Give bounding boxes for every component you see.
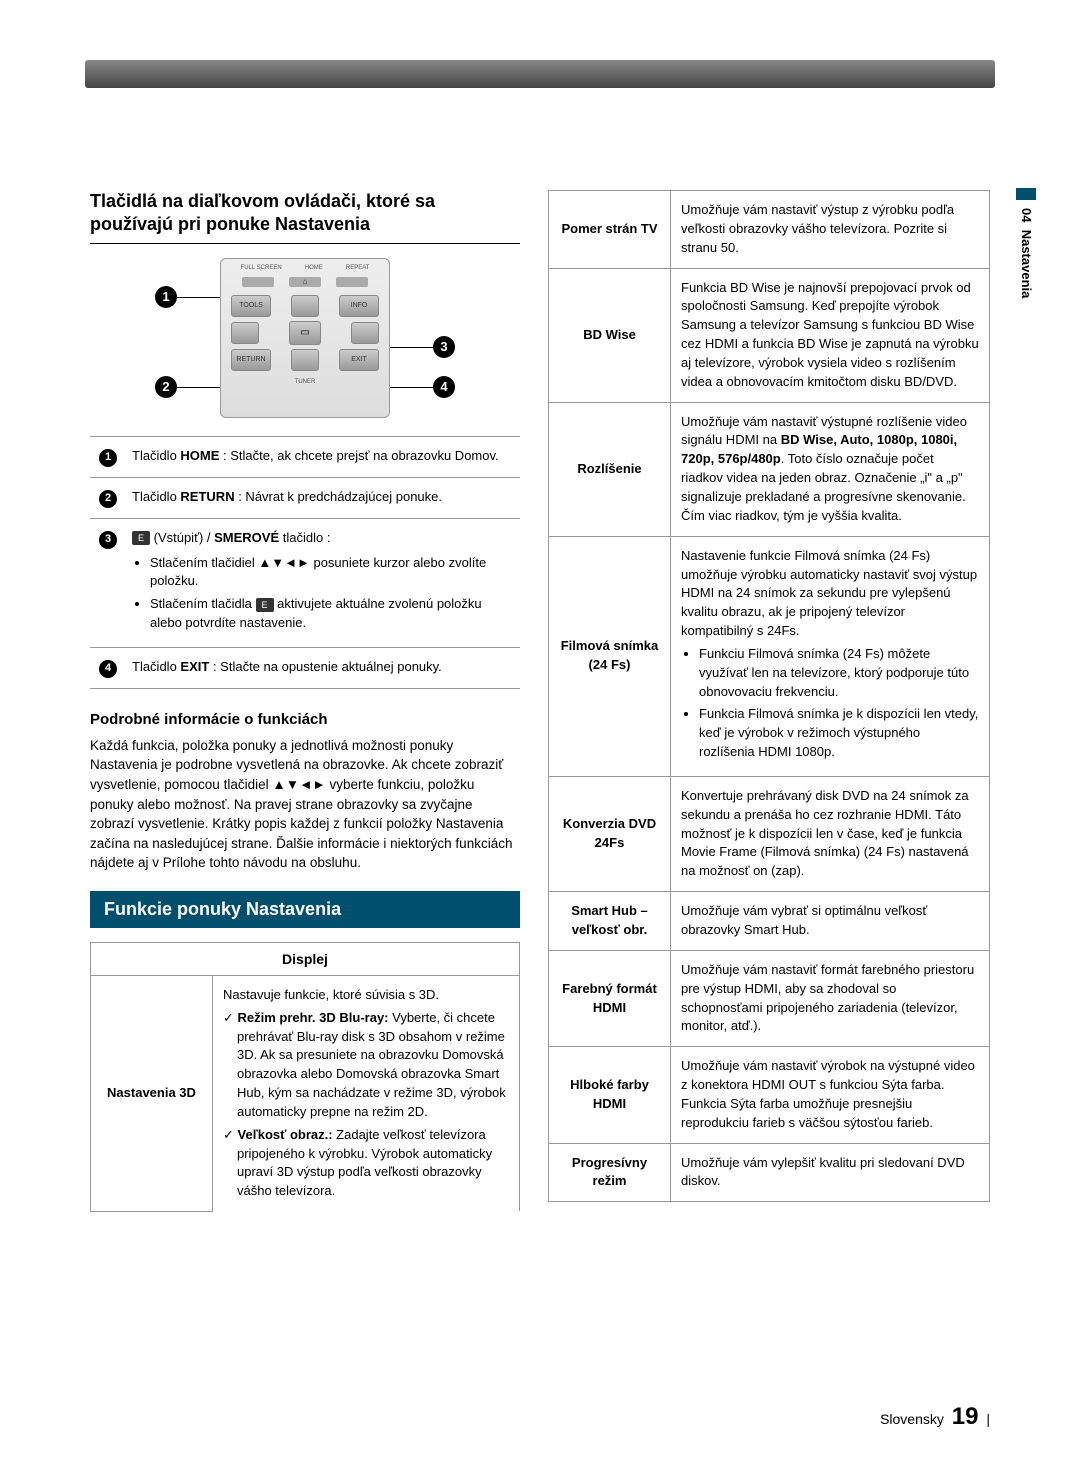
table-row: Farebný formát HDMIUmožňuje vám nastaviť… (549, 950, 990, 1046)
display-settings-table: Displej Nastavenia 3D Nastavuje funkcie,… (90, 942, 520, 1212)
setting-desc: Umožňuje vám nastaviť výstupné rozlíšeni… (671, 402, 990, 536)
manual-page: 04 Nastavenia Tlačidlá na diaľkovom ovlá… (0, 0, 1080, 1479)
button-description-table: 1 Tlačidlo HOME : Stlačte, ak chcete pre… (90, 436, 520, 689)
remote-body: FULL SCREEN HOME REPEAT ⌂ TOOLS INFO ▭ (220, 258, 390, 418)
setting-label: Smart Hub – veľkosť obr. (549, 892, 671, 951)
setting-desc: Umožňuje vám nastaviť formát farebného p… (671, 950, 990, 1046)
footer-lang: Slovensky (880, 1411, 944, 1427)
tools-button: TOOLS (231, 295, 271, 317)
enter-icon: E (132, 531, 150, 545)
section-title-bar: Funkcie ponuky Nastavenia (90, 891, 520, 928)
body-paragraph: Každá funkcia, položka ponuky a jednotli… (90, 736, 520, 873)
row-desc: E (Vstúpiť) / SMEROVÉ tlačidlo : Stlačen… (126, 518, 520, 647)
table-header: Displej (91, 942, 520, 975)
enter-icon: E (256, 598, 274, 612)
rule (90, 243, 520, 244)
exit-button: EXIT (339, 349, 379, 371)
setting-desc: Umožňuje vám vylepšiť kvalitu pri sledov… (671, 1143, 990, 1202)
setting-label: Farebný formát HDMI (549, 950, 671, 1046)
table-row: Hlboké farby HDMIUmožňuje vám nastaviť v… (549, 1047, 990, 1143)
table-row: Pomer strán TVUmožňuje vám nastaviť výst… (549, 191, 990, 269)
setting-desc: Umožňuje vám nastaviť výrobok na výstupn… (671, 1047, 990, 1143)
side-tab-box (1016, 188, 1036, 200)
label-repeat: REPEAT (346, 265, 370, 271)
top-decor-bar (85, 60, 995, 88)
label-fullscreen: FULL SCREEN (241, 265, 282, 271)
side-tab: 04 Nastavenia (1019, 208, 1034, 298)
table-row: BD WiseFunkcia BD Wise je najnovší prepo… (549, 268, 990, 402)
table-row: RozlíšenieUmožňuje vám nastaviť výstupné… (549, 402, 990, 536)
up-arrow (291, 295, 319, 317)
label-tuner: TUNER (295, 379, 316, 385)
setting-label: Nastavenia 3D (91, 975, 213, 1211)
table-row: Smart Hub – veľkosť obr.Umožňuje vám vyb… (549, 892, 990, 951)
row-num: 1 (99, 449, 117, 467)
callout-3: 3 (433, 336, 455, 358)
row-num: 2 (99, 490, 117, 508)
table-row: Filmová snímka (24 Fs)Nastavenie funkcie… (549, 536, 990, 776)
info-button: INFO (339, 295, 379, 317)
list-item: Stlačením tlačidiel ▲▼◄► posuniete kurzo… (150, 554, 514, 592)
footer-page-number: 19 (952, 1403, 979, 1430)
setting-desc: Umožňuje vám nastaviť výstup z výrobku p… (671, 191, 990, 269)
table-row: Konverzia DVD 24FsKonvertuje prehrávaný … (549, 776, 990, 891)
subheading: Podrobné informácie o funkciách (90, 711, 520, 728)
list-item: Funkcia Filmová snímka je k dispozícii l… (699, 705, 979, 762)
enter-button: ▭ (289, 321, 321, 345)
setting-label: Filmová snímka (24 Fs) (549, 536, 671, 776)
setting-desc: Konvertuje prehrávaný disk DVD na 24 sní… (671, 776, 990, 891)
table-row: Nastavenia 3D Nastavuje funkcie, ktoré s… (91, 975, 520, 1211)
down-arrow (291, 349, 319, 371)
setting-label: Hlboké farby HDMI (549, 1047, 671, 1143)
settings-table-right: Pomer strán TVUmožňuje vám nastaviť výst… (548, 190, 990, 1202)
row-desc: Tlačidlo EXIT : Stlačte na opustenie akt… (126, 647, 520, 688)
list-item: Stlačením tlačidla E aktivujete aktuálne… (150, 595, 514, 633)
remote-heading: Tlačidlá na diaľkovom ovládači, ktoré sa… (90, 190, 520, 237)
table-row: 2 Tlačidlo RETURN : Návrat k predchádzaj… (90, 477, 520, 518)
label-home: HOME (305, 265, 323, 271)
left-column: Tlačidlá na diaľkovom ovládači, ktoré sa… (90, 190, 520, 1212)
table-row: Progresívny režimUmožňuje vám vylepšiť k… (549, 1143, 990, 1202)
table-row: 3 E (Vstúpiť) / SMEROVÉ tlačidlo : Stlač… (90, 518, 520, 647)
table-row: 4 Tlačidlo EXIT : Stlačte na opustenie a… (90, 647, 520, 688)
setting-desc: Funkcia BD Wise je najnovší prepojovací … (671, 268, 990, 402)
page-footer: Slovensky 19 | (880, 1403, 990, 1431)
setting-desc: Nastavuje funkcie, ktoré súvisia s 3D. ✓… (213, 975, 520, 1211)
row-num: 4 (99, 660, 117, 678)
setting-label: Konverzia DVD 24Fs (549, 776, 671, 891)
right-column: Pomer strán TVUmožňuje vám nastaviť výst… (548, 190, 990, 1212)
side-tab-title: Nastavenia (1019, 230, 1034, 299)
left-arrow (231, 322, 259, 344)
side-tab-chapter: 04 (1019, 208, 1034, 222)
right-arrow (351, 322, 379, 344)
content-columns: Tlačidlá na diaľkovom ovládači, ktoré sa… (90, 190, 990, 1212)
list-item: Funkciu Filmová snímka (24 Fs) môžete vy… (699, 645, 979, 702)
setting-label: BD Wise (549, 268, 671, 402)
setting-label: Progresívny režim (549, 1143, 671, 1202)
row-desc: Tlačidlo HOME : Stlačte, ak chcete prejs… (126, 436, 520, 477)
setting-label: Pomer strán TV (549, 191, 671, 269)
setting-desc: Umožňuje vám vybrať si optimálnu veľkosť… (671, 892, 990, 951)
remote-diagram: FULL SCREEN HOME REPEAT ⌂ TOOLS INFO ▭ (155, 258, 455, 418)
callout-1: 1 (155, 286, 177, 308)
table-row: 1 Tlačidlo HOME : Stlačte, ak chcete pre… (90, 436, 520, 477)
return-button: RETURN (231, 349, 271, 371)
row-num: 3 (99, 531, 117, 549)
row-desc: Tlačidlo RETURN : Návrat k predchádzajúc… (126, 477, 520, 518)
setting-label: Rozlíšenie (549, 402, 671, 536)
setting-desc: Nastavenie funkcie Filmová snímka (24 Fs… (671, 536, 990, 776)
callout-4: 4 (433, 376, 455, 398)
callout-2: 2 (155, 376, 177, 398)
